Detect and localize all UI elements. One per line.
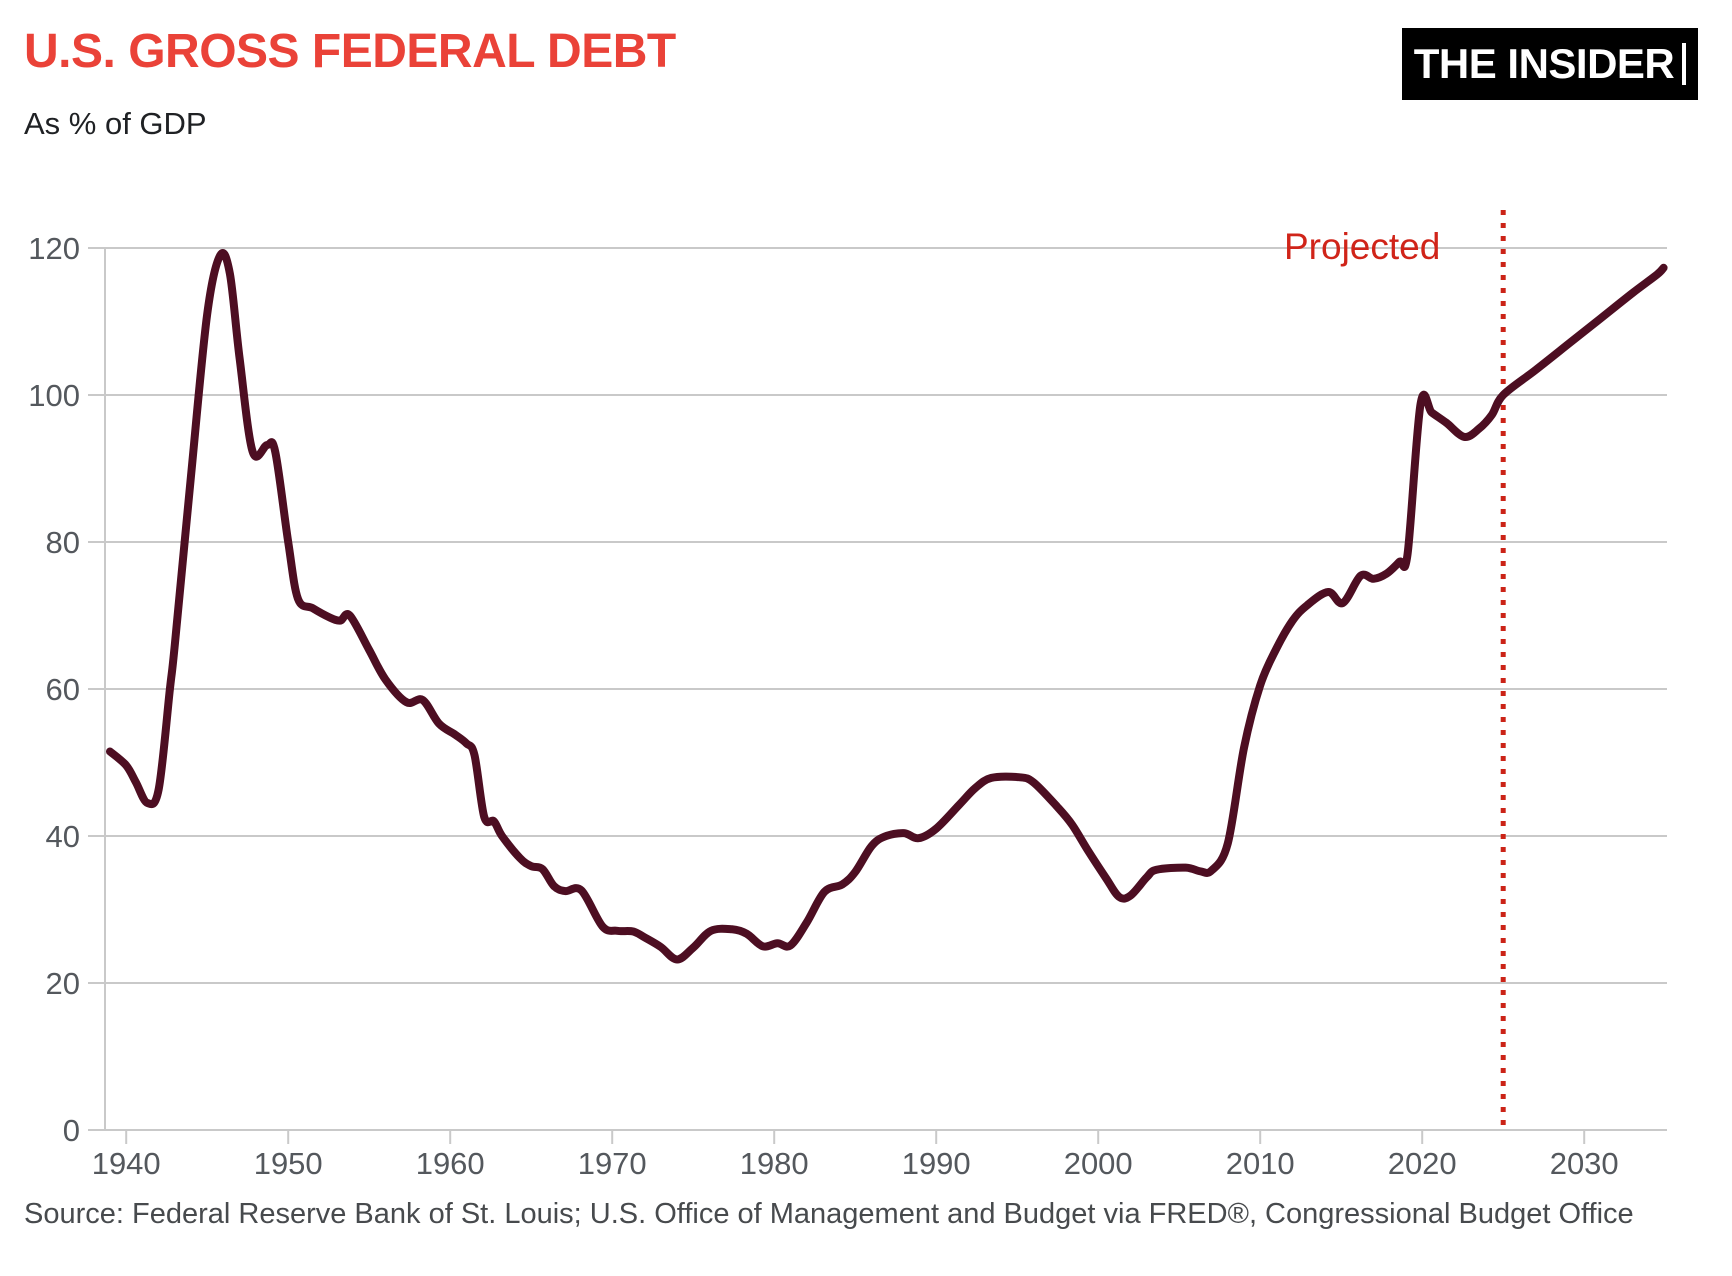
debt-series-line	[106, 248, 1668, 964]
x-tick-label: 2000	[1064, 1146, 1133, 1181]
x-tick-label: 1990	[902, 1146, 971, 1181]
chart-subtitle: As % of GDP	[24, 106, 207, 141]
y-tick-label: 40	[46, 819, 80, 854]
source-attribution: Source: Federal Reserve Bank of St. Loui…	[24, 1198, 1634, 1230]
publisher-logo-bar-icon	[1682, 43, 1687, 85]
x-tick-label: 1940	[92, 1146, 161, 1181]
publisher-logo: THE INSIDER	[1402, 28, 1698, 100]
x-tick-label: 1980	[740, 1146, 809, 1181]
x-tick-label: 1950	[254, 1146, 323, 1181]
x-tick-label: 2030	[1550, 1146, 1619, 1181]
y-tick-label: 20	[46, 966, 80, 1001]
y-tick-label: 80	[46, 525, 80, 560]
x-tick-label: 2010	[1226, 1146, 1295, 1181]
x-tick-label: 2020	[1388, 1146, 1457, 1181]
y-tick-label: 60	[46, 672, 80, 707]
y-tick-label: 100	[28, 378, 80, 413]
publisher-logo-text: THE INSIDER	[1413, 40, 1675, 87]
projected-annotation: Projected	[1284, 226, 1441, 267]
y-tick-label: 120	[28, 231, 80, 266]
y-tick-label: 0	[63, 1113, 80, 1148]
x-tick-label: 1960	[416, 1146, 485, 1181]
x-tick-label: 1970	[578, 1146, 647, 1181]
chart-title: U.S. GROSS FEDERAL DEBT	[24, 25, 676, 78]
